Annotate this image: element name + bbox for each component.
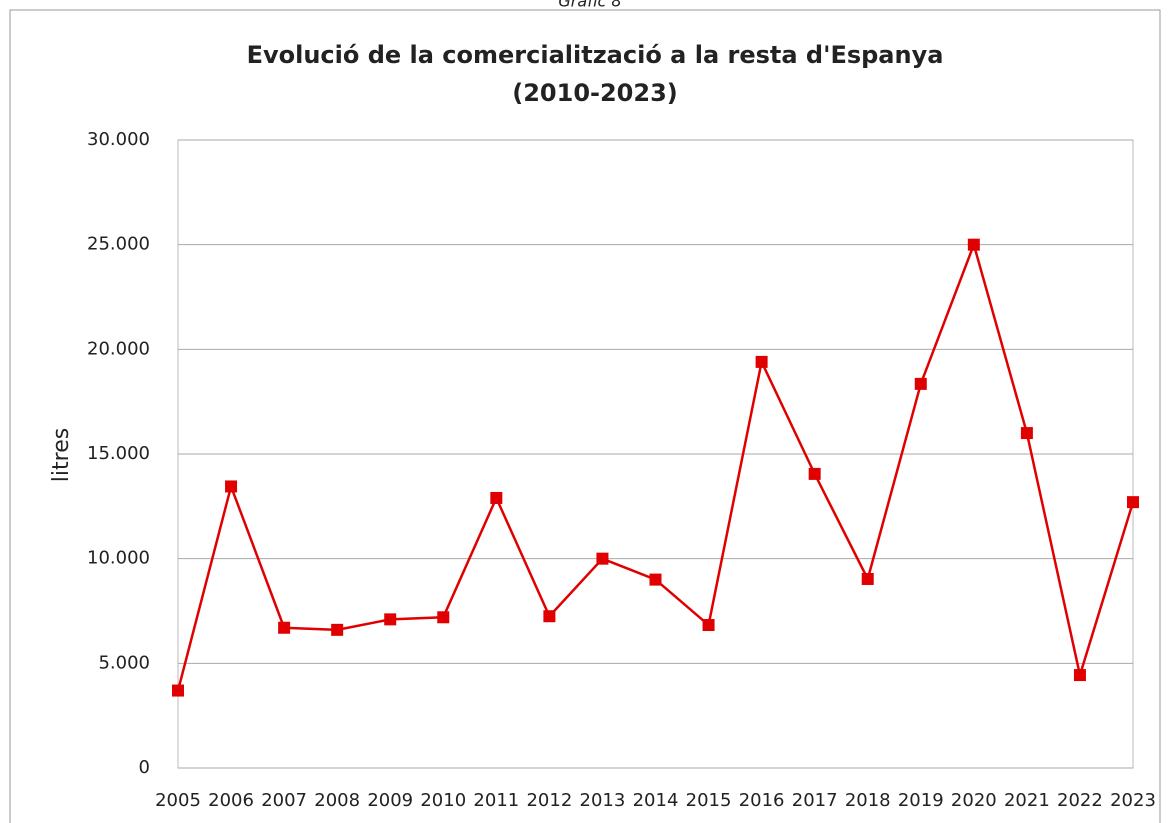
x-tick-label: 2019 [898, 790, 944, 811]
data-line [176, 240, 1135, 691]
data-point [967, 238, 980, 251]
y-tick-label: 0 [139, 757, 150, 778]
x-tick-label: 2018 [845, 790, 891, 811]
x-tick-label: 2015 [686, 790, 732, 811]
chart-title: Evolució de la comercialització a la res… [247, 41, 944, 69]
x-tick-label: 2016 [739, 790, 785, 811]
chart-frame [9, 9, 1161, 823]
x-tick-label: 2022 [1057, 790, 1103, 811]
data-point [172, 684, 184, 697]
x-tick-label: 2007 [261, 790, 307, 811]
data-point [702, 619, 715, 632]
x-tick-label: 2012 [526, 790, 572, 811]
data-point [861, 572, 874, 585]
data-point [649, 573, 662, 586]
y-tick-label: 10.000 [87, 548, 150, 569]
x-tick-label: 2006 [208, 790, 254, 811]
data-point [225, 480, 238, 493]
x-tick-label: 2017 [792, 790, 838, 811]
x-tick-label: 2009 [367, 790, 413, 811]
data-point [437, 611, 450, 624]
data-point [278, 621, 291, 634]
data-point [808, 467, 821, 480]
data-point [331, 623, 344, 636]
x-tick-label: 2020 [951, 790, 997, 811]
y-tick-label: 5.000 [98, 652, 150, 673]
x-tick-label: 2005 [155, 790, 201, 811]
x-tick-label: 2014 [633, 790, 679, 811]
chart-title: (2010-2023) [512, 79, 678, 107]
y-axis-label: litres [49, 428, 74, 482]
data-point [1020, 427, 1033, 440]
caption: Gràfic 8 [558, 0, 621, 11]
data-point [490, 491, 503, 504]
y-tick-label: 20.000 [87, 338, 150, 359]
data-point [543, 610, 556, 623]
data-point [1073, 669, 1086, 682]
x-tick-label: 2021 [1004, 790, 1050, 811]
data-point [755, 355, 768, 368]
x-tick-label: 2013 [580, 790, 626, 811]
x-tick-label: 2008 [314, 790, 360, 811]
x-tick-label: 2010 [420, 790, 466, 811]
x-tick-label: 2023 [1110, 790, 1156, 811]
data-point [914, 377, 927, 390]
y-tick-label: 25.000 [87, 234, 150, 255]
x-tick-label: 2011 [473, 790, 519, 811]
y-tick-label: 30.000 [87, 129, 150, 150]
data-point [1127, 496, 1139, 509]
y-tick-label: 15.000 [87, 443, 150, 464]
data-point [596, 552, 609, 565]
data-point [384, 613, 397, 626]
